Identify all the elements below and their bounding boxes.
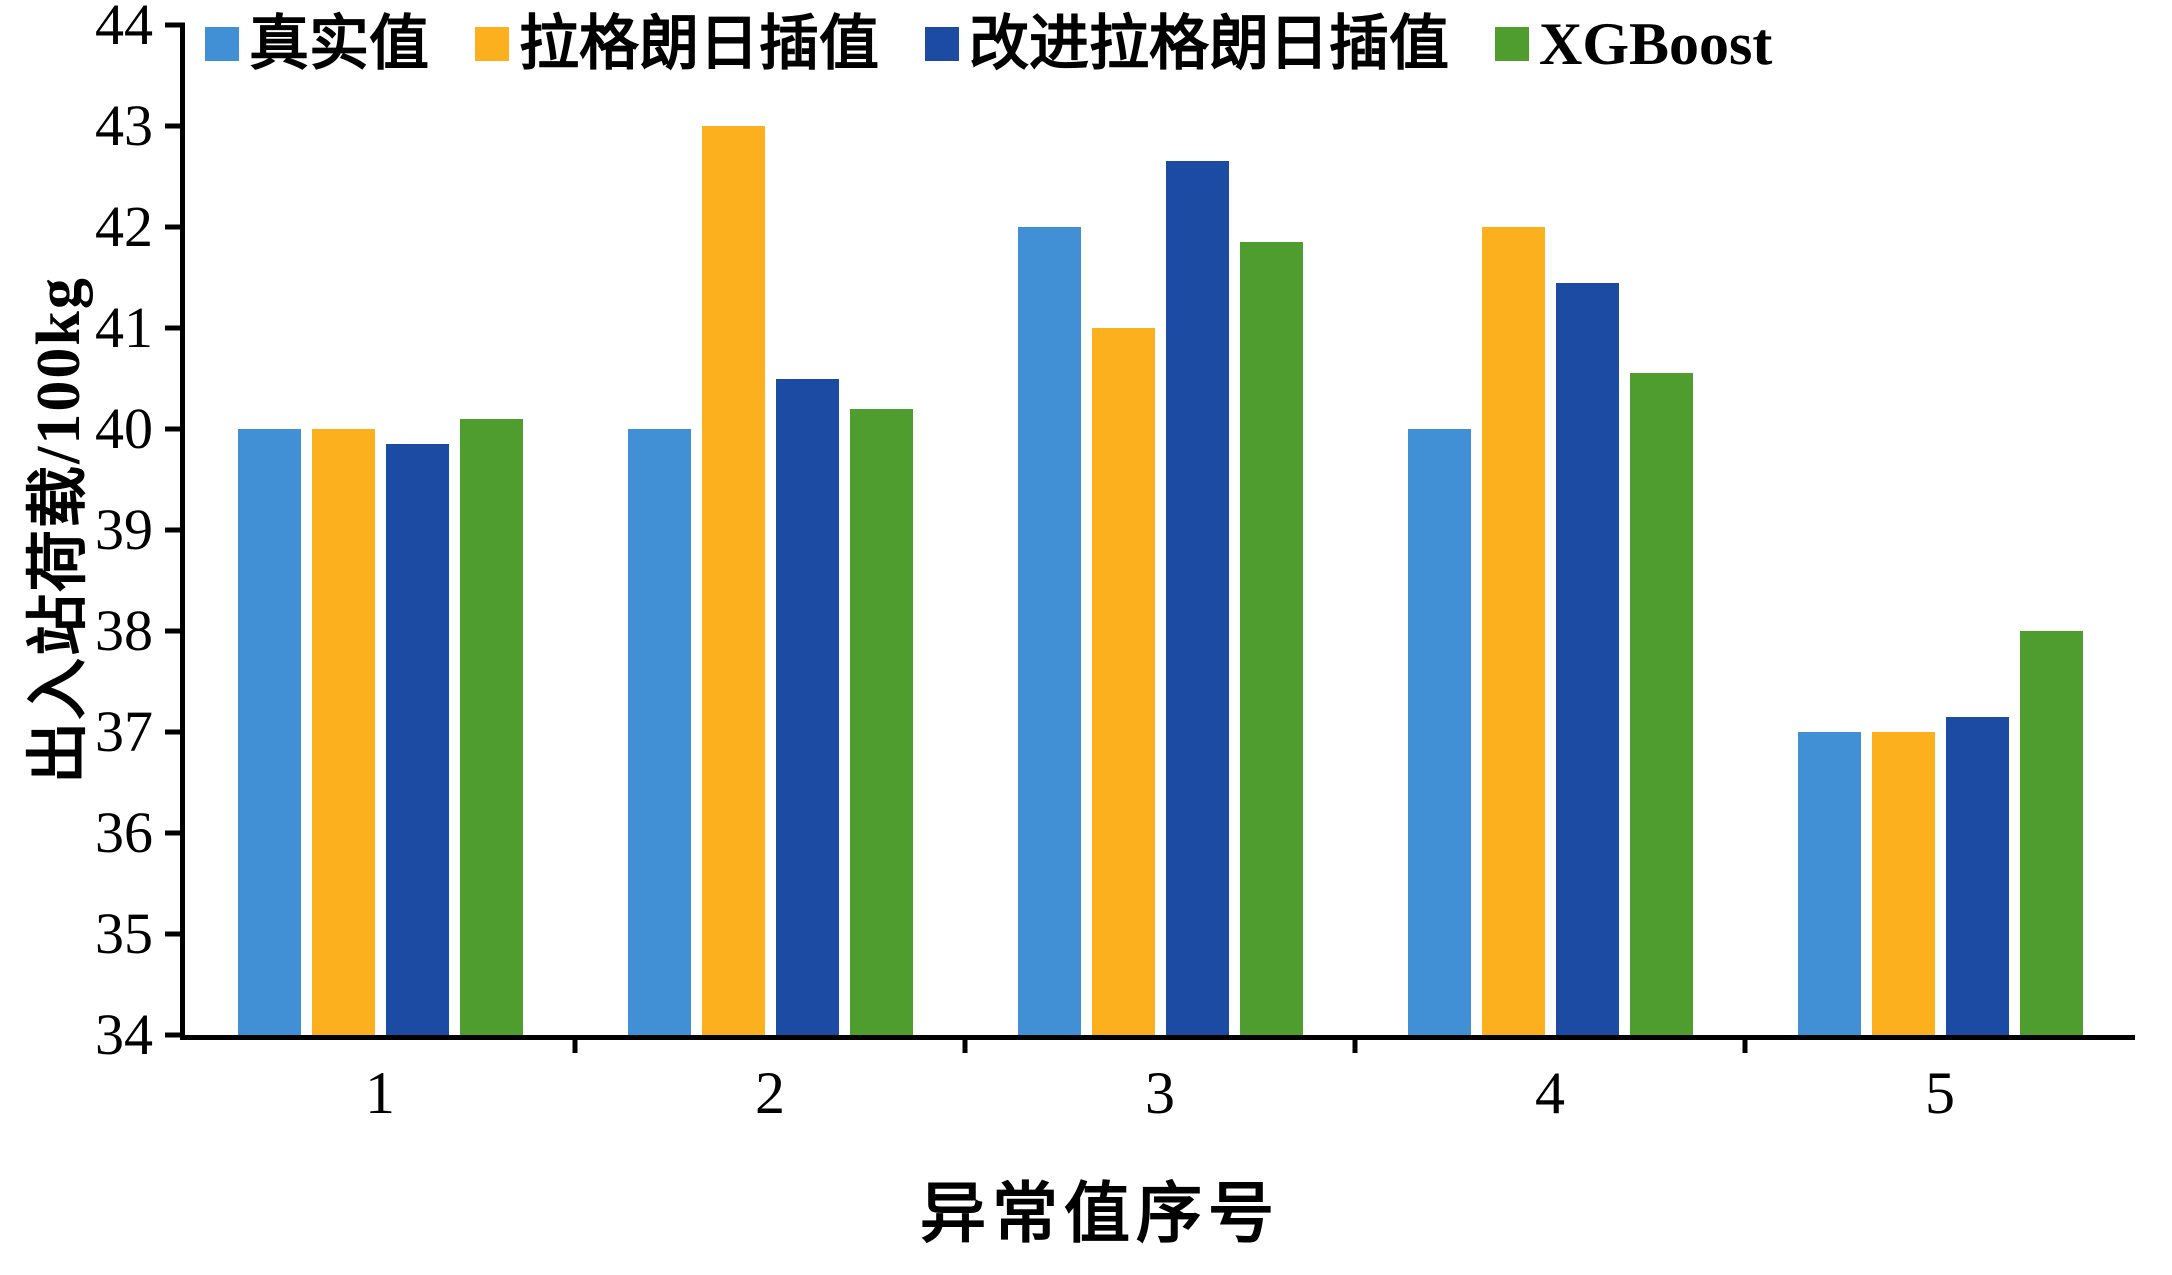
legend: 真实值 拉格朗日插值 改进拉格朗日插值 XGBoost (205, 14, 1772, 74)
bar-group-5 (1797, 25, 2083, 1035)
legend-label: XGBoost (1539, 11, 1773, 77)
y-tick-mark (165, 931, 185, 937)
bar-改进拉格朗日插值-3 (1165, 161, 1229, 1035)
x-tick-mark (962, 1035, 968, 1053)
y-tick-label: 36 (95, 800, 153, 865)
bar-改进拉格朗日插值-1 (385, 444, 449, 1035)
x-tick-label-1: 1 (365, 1060, 395, 1126)
y-tick-mark (165, 426, 185, 432)
bar-group-1 (237, 25, 523, 1035)
y-tick-mark (165, 1032, 185, 1038)
x-tick-mark (1742, 1035, 1748, 1053)
bar-真实值-4 (1407, 429, 1471, 1035)
bar-改进拉格朗日插值-2 (775, 378, 839, 1035)
legend-swatch-icon (1495, 27, 1529, 61)
y-tick-label: 40 (95, 396, 153, 461)
y-tick-label: 44 (95, 0, 153, 57)
bar-真实值-2 (627, 429, 691, 1035)
y-tick-label: 42 (95, 194, 153, 259)
y-tick-label: 39 (95, 497, 153, 562)
bar-拉格朗日插值-4 (1481, 227, 1545, 1035)
legend-item-XGBoost: XGBoost (1495, 14, 1772, 74)
x-tick-mark (572, 1035, 578, 1053)
bar-XGBoost-3 (1239, 242, 1303, 1035)
bar-group-3 (1017, 25, 1303, 1035)
y-tick-mark (165, 527, 185, 533)
bar-拉格朗日插值-3 (1091, 328, 1155, 1035)
legend-item-拉格朗日插值: 拉格朗日插值 (475, 14, 879, 74)
y-tick-label: 38 (95, 598, 153, 663)
legend-label: 真实值 (249, 11, 429, 77)
bar-拉格朗日插值-1 (311, 429, 375, 1035)
bar-group-4 (1407, 25, 1693, 1035)
legend-swatch-icon (475, 27, 509, 61)
legend-swatch-icon (925, 27, 959, 61)
y-tick-label: 43 (95, 93, 153, 158)
y-tick-mark (165, 830, 185, 836)
y-axis-label: 出入站荷载/100kg (25, 276, 93, 784)
x-tick-label-2: 2 (755, 1060, 785, 1126)
bar-拉格朗日插值-2 (701, 126, 765, 1035)
bar-XGBoost-1 (459, 418, 523, 1035)
y-tick-mark (165, 729, 185, 735)
y-tick-mark (165, 628, 185, 634)
bars-container (185, 25, 2135, 1035)
x-tick-label-4: 4 (1535, 1060, 1565, 1126)
x-tick-label-5: 5 (1925, 1060, 1955, 1126)
x-tick-mark (1352, 1035, 1358, 1053)
legend-label: 拉格朗日插值 (519, 11, 879, 77)
legend-swatch-icon (205, 27, 239, 61)
bar-group-2 (627, 25, 913, 1035)
x-axis-label: 异常值序号 (920, 1178, 1280, 1251)
bar-XGBoost-5 (2019, 631, 2083, 1035)
y-tick-label: 34 (95, 1002, 153, 1067)
bar-改进拉格朗日插值-5 (1945, 716, 2009, 1035)
bar-改进拉格朗日插值-4 (1555, 282, 1619, 1035)
bar-XGBoost-2 (849, 408, 913, 1035)
y-tick-mark (165, 224, 185, 230)
bar-真实值-3 (1017, 227, 1081, 1035)
bar-拉格朗日插值-5 (1871, 732, 1935, 1035)
x-tick-label-3: 3 (1145, 1060, 1175, 1126)
y-tick-mark (165, 123, 185, 129)
legend-item-真实值: 真实值 (205, 14, 429, 74)
y-tick-label: 41 (95, 295, 153, 360)
bar-真实值-1 (237, 429, 301, 1035)
y-tick-mark (165, 325, 185, 331)
y-tick-mark (165, 22, 185, 28)
y-tick-label: 37 (95, 699, 153, 764)
bar-XGBoost-4 (1629, 373, 1693, 1035)
legend-label: 改进拉格朗日插值 (969, 11, 1449, 77)
bar-真实值-5 (1797, 732, 1861, 1035)
y-tick-label: 35 (95, 901, 153, 966)
legend-item-改进拉格朗日插值: 改进拉格朗日插值 (925, 14, 1449, 74)
